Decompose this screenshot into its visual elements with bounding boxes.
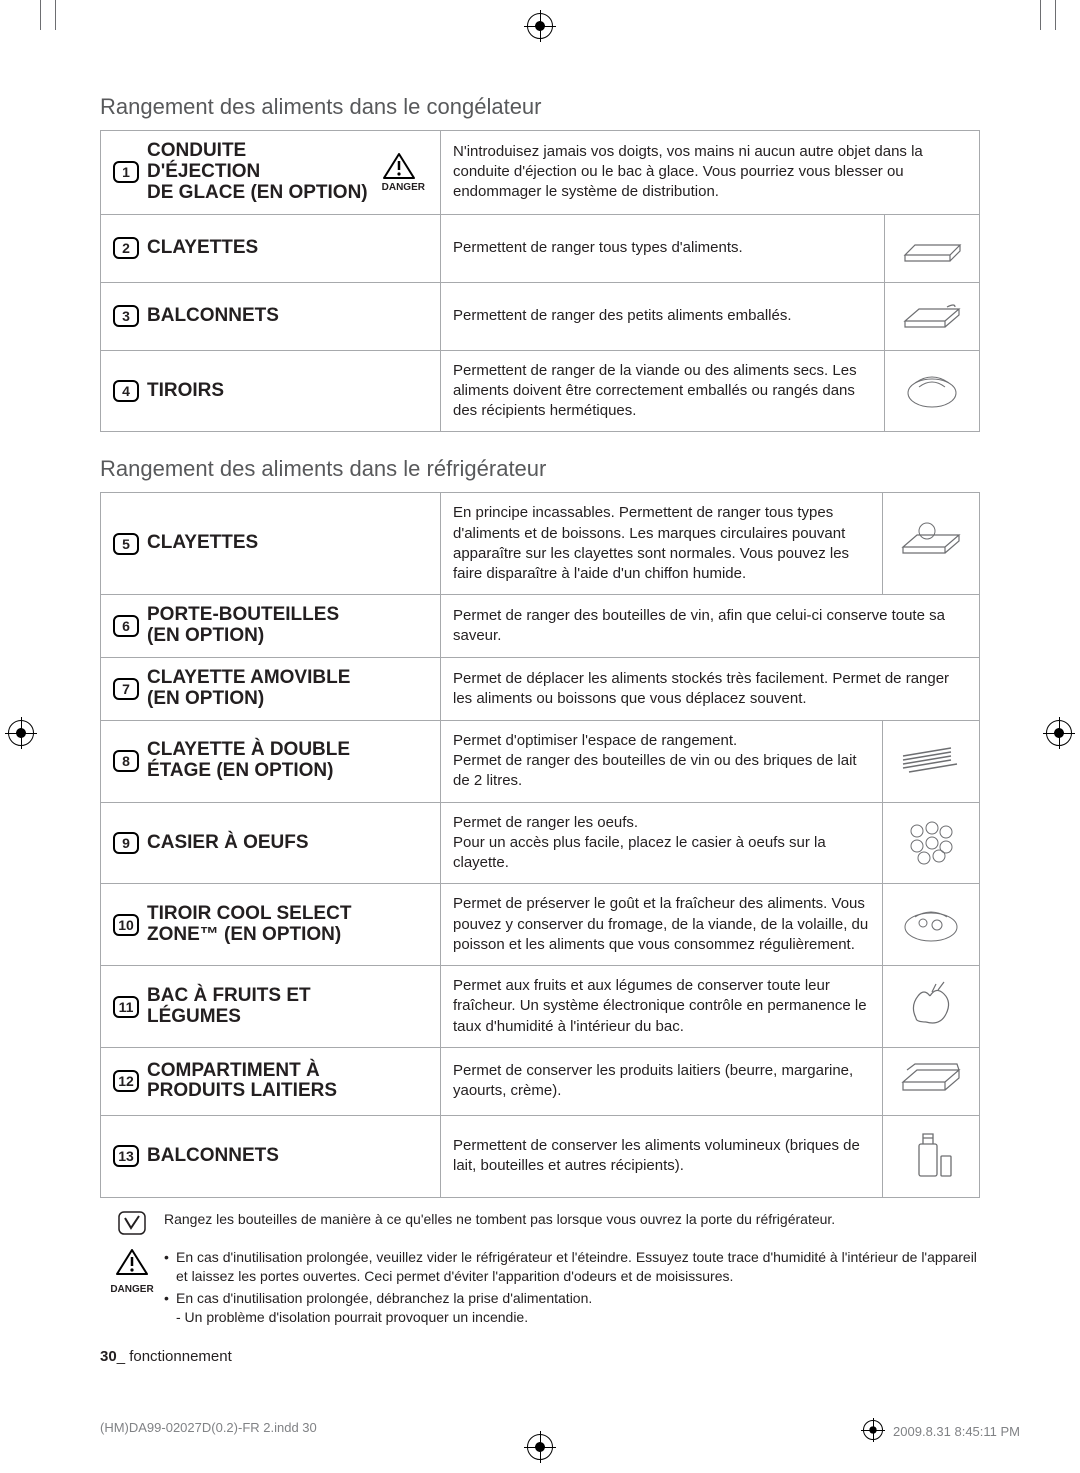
item-label: BALCONNETS [147, 1146, 279, 1167]
item-label: CONDUITE D'ÉJECTION DE GLACE (EN OPTION) [147, 141, 368, 204]
item-desc: Permet de ranger des bouteilles de vin, … [441, 595, 980, 658]
danger-bullets: En cas d'inutilisation prolongée, veuill… [164, 1248, 980, 1328]
notes-section: Rangez les bouteilles de manière à ce qu… [100, 1210, 980, 1330]
item-desc: Permet aux fruits et aux légumes de cons… [441, 966, 883, 1048]
page-number-line: 30_ fonctionnement [100, 1348, 980, 1365]
danger-note-label: DANGER [100, 1283, 164, 1297]
item-number: 3 [113, 305, 139, 327]
item-number: 9 [113, 832, 139, 854]
item-label: COMPARTIMENT À PRODUITS LAITIERS [147, 1061, 337, 1103]
item-icon [883, 720, 980, 802]
item-label: CASIER À OEUFS [147, 833, 309, 854]
item-desc: Permet de ranger les oeufs. Pour un accè… [441, 802, 883, 884]
print-footer: (HM)DA99-02027D(0.2)-FR 2.indd 30 2009.8… [100, 1420, 1020, 1443]
item-desc: Permettent de conserver les aliments vol… [441, 1115, 883, 1197]
item-icon [885, 214, 980, 282]
item-number: 12 [113, 1070, 139, 1092]
file-info: (HM)DA99-02027D(0.2)-FR 2.indd 30 [100, 1420, 317, 1443]
item-icon [883, 1115, 980, 1197]
item-desc: Permet de conserver les produits laitier… [441, 1047, 883, 1115]
item-label: TIROIRS [147, 381, 224, 402]
table-row: 10 TIROIR COOL SELECT ZONE™ (EN OPTION) … [101, 884, 980, 966]
danger-label: DANGER [382, 182, 425, 193]
table-row: 12 COMPARTIMENT À PRODUITS LAITIERS Perm… [101, 1047, 980, 1115]
tip-text: Rangez les bouteilles de manière à ce qu… [164, 1210, 980, 1230]
item-label: CLAYETTES [147, 533, 258, 554]
item-desc: N'introduisez jamais vos doigts, vos mai… [441, 131, 980, 215]
registration-mark-footer [863, 1420, 883, 1443]
item-number: 4 [113, 380, 139, 402]
timestamp: 2009.8.31 8:45:11 PM [893, 1424, 1020, 1439]
table-row: 8 CLAYETTE À DOUBLE ÉTAGE (EN OPTION) Pe… [101, 720, 980, 802]
item-number: 7 [113, 678, 139, 700]
item-desc: Permettent de ranger tous types d'alimen… [441, 214, 885, 282]
item-icon [883, 966, 980, 1048]
item-label: CLAYETTE AMOVIBLE (EN OPTION) [147, 668, 350, 710]
item-icon [885, 282, 980, 350]
item-label: CLAYETTES [147, 238, 258, 259]
table-row: 1 CONDUITE D'ÉJECTION DE GLACE (EN OPTIO… [101, 131, 980, 215]
item-icon [883, 493, 980, 595]
registration-mark-left [8, 720, 34, 746]
item-icon [885, 350, 980, 432]
item-label: PORTE-BOUTEILLES (EN OPTION) [147, 605, 339, 647]
item-icon [883, 884, 980, 966]
item-label: TIROIR COOL SELECT ZONE™ (EN OPTION) [147, 904, 351, 946]
item-label: BALCONNETS [147, 306, 279, 327]
item-number: 5 [113, 533, 139, 555]
item-number: 2 [113, 237, 139, 259]
page-content: Rangement des aliments dans le congélate… [100, 70, 980, 1365]
item-number: 1 [113, 161, 139, 183]
item-desc: Permettent de ranger de la viande ou des… [441, 350, 885, 432]
fridge-section-title: Rangement des aliments dans le réfrigéra… [100, 456, 980, 482]
item-number: 13 [113, 1145, 139, 1167]
danger-note-icon: DANGER [100, 1248, 164, 1298]
table-row: 2 CLAYETTES Permettent de ranger tous ty… [101, 214, 980, 282]
page-number: 30 [100, 1348, 117, 1365]
bullet-item: En cas d'inutilisation prolongée, veuill… [164, 1248, 980, 1287]
table-row: 7 CLAYETTE AMOVIBLE (EN OPTION) Permet d… [101, 658, 980, 721]
item-desc: Permettent de ranger des petits aliments… [441, 282, 885, 350]
freezer-table: 1 CONDUITE D'ÉJECTION DE GLACE (EN OPTIO… [100, 130, 980, 432]
registration-mark-top [526, 12, 554, 40]
freezer-section-title: Rangement des aliments dans le congélate… [100, 94, 980, 120]
table-row: 11 BAC À FRUITS ET LÉGUMES Permet aux fr… [101, 966, 980, 1048]
item-desc: Permet de préserver le goût et la fraîch… [441, 884, 883, 966]
item-icon [883, 802, 980, 884]
tip-icon [100, 1210, 164, 1242]
item-number: 11 [113, 996, 139, 1018]
item-number: 10 [113, 914, 139, 936]
item-label: CLAYETTE À DOUBLE ÉTAGE (EN OPTION) [147, 740, 350, 782]
bullet-item: En cas d'inutilisation prolongée, débran… [164, 1289, 980, 1328]
table-row: 5 CLAYETTES En principe incassables. Per… [101, 493, 980, 595]
item-desc: Permet de déplacer les aliments stockés … [441, 658, 980, 721]
page-section-label: _ fonctionnement [117, 1348, 232, 1365]
item-desc: Permet d'optimiser l'espace de rangement… [441, 720, 883, 802]
item-icon [883, 1047, 980, 1115]
item-number: 8 [113, 750, 139, 772]
table-row: 4 TIROIRS Permettent de ranger de la via… [101, 350, 980, 432]
registration-mark-right [1046, 720, 1072, 746]
danger-icon: DANGER [382, 152, 425, 193]
table-row: 3 BALCONNETS Permettent de ranger des pe… [101, 282, 980, 350]
item-label: BAC À FRUITS ET LÉGUMES [147, 986, 311, 1028]
table-row: 9 CASIER À OEUFS Permet de ranger les oe… [101, 802, 980, 884]
table-row: 6 PORTE-BOUTEILLES (EN OPTION) Permet de… [101, 595, 980, 658]
fridge-table: 5 CLAYETTES En principe incassables. Per… [100, 492, 980, 1198]
table-row: 13 BALCONNETS Permettent de conserver le… [101, 1115, 980, 1197]
item-desc: En principe incassables. Permettent de r… [441, 493, 883, 595]
item-number: 6 [113, 615, 139, 637]
